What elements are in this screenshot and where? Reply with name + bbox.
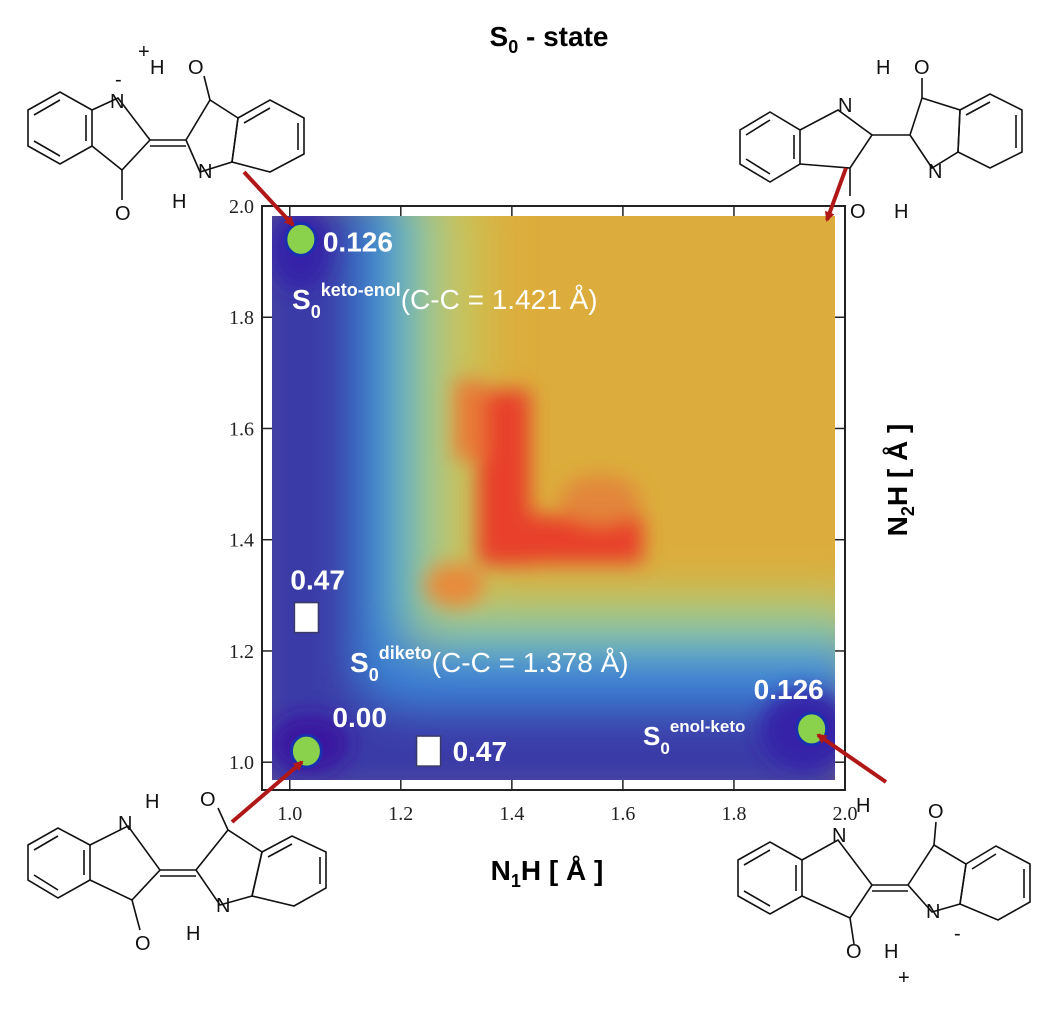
mol-br-atom-o2: O (846, 941, 862, 963)
x-tick-label: 1.8 (721, 803, 746, 825)
x-tick-label: 1.0 (277, 803, 302, 825)
heatmap (272, 216, 835, 780)
x-tick-label: 2.0 (833, 803, 858, 825)
molecule-labels: N - O H + N O H N O H N O H N H O N H O … (110, 41, 961, 989)
mol-tr-atom-o2: O (850, 201, 866, 223)
y-tick-label: 1.6 (229, 418, 254, 440)
mol-tl-atom-n1: N (110, 91, 124, 113)
x-axis-label: N1H [ Å ] (491, 855, 604, 891)
energy-label-ts-left: 0.47 (290, 565, 345, 596)
molecule-top-left (27, 75, 305, 200)
mol-tr-atom-h1: H (876, 57, 890, 79)
y-tick-label: 1.8 (229, 307, 254, 329)
energy-label-enol-keto: 0.126 (754, 674, 824, 705)
mol-bl-atom-n1: N (118, 813, 132, 835)
molecule-bottom-right (737, 821, 1031, 945)
molecule-bottom-left (27, 807, 327, 931)
mol-tl-atom-o2: O (115, 203, 131, 225)
mol-tr-atom-n1: N (838, 95, 852, 117)
mol-bl-atom-o2: O (200, 789, 216, 811)
y-tick-label: 1.4 (229, 530, 254, 552)
arrows (230, 167, 888, 824)
molecule-top-right (739, 78, 1023, 196)
mol-br-atom-h2: H (884, 941, 898, 963)
energy-label-keto-enol: 0.126 (323, 226, 393, 257)
chart-title: S0 - state (490, 21, 609, 57)
mol-tl-atom-n2: N (198, 161, 212, 183)
mol-tr-atom-n2: N (928, 161, 942, 183)
y-tick-label: 1.0 (229, 752, 254, 774)
arrow-bottom-left (230, 760, 304, 824)
y-axis-label: N2H [ Å ] (882, 424, 918, 537)
molecules (27, 75, 1031, 945)
mol-tl-atom-h1: H (150, 57, 164, 79)
minimum-marker-keto-enol (284, 221, 318, 257)
plot-frame (261, 205, 846, 791)
energy-label-diketo: 0.00 (332, 702, 387, 733)
state-label-keto-enol: S0keto-enol(C-C = 1.421 Å) (292, 280, 598, 322)
arrow-bottom-right (816, 733, 888, 784)
mol-br-atom-h1: H (856, 795, 870, 817)
mol-tl-atom-h2: H (172, 191, 186, 213)
mol-br-atom-o1: O (928, 801, 944, 823)
mol-bl-atom-o1: O (135, 933, 151, 955)
mol-bl-atom-h2: H (186, 923, 200, 945)
mol-bl-atom-h1: H (145, 791, 159, 813)
mol-br-atom-n1: N (832, 825, 846, 847)
mol-br-atom-n2: N (926, 901, 940, 923)
arrow-top-right (825, 167, 848, 222)
arrow-top-left (242, 170, 295, 227)
mol-tr-atom-o1: O (914, 57, 930, 79)
mol-bl-atom-n2: N (216, 895, 230, 917)
state-label-diketo: S0diketo(C-C = 1.378 Å) (350, 643, 629, 685)
minimum-marker-diketo (289, 733, 323, 769)
mol-tl-charge-plus: + (138, 41, 150, 63)
mol-br-charge-plus: + (898, 967, 910, 989)
mol-tl-charge-minus: - (115, 69, 122, 91)
saddle-marker-ts-left (293, 601, 320, 634)
axes: 1.0 1.2 1.4 1.6 1.8 2.0 1.0 1.2 1.4 1.6 1.8 2.0 (229, 196, 858, 825)
energy-label-ts-bottom: 0.47 (453, 736, 508, 767)
x-tick-label: 1.2 (388, 803, 413, 825)
y-tick-label: 1.2 (229, 641, 254, 663)
mol-br-charge-minus: - (954, 923, 961, 945)
saddle-marker-ts-bottom (415, 735, 442, 767)
mol-tl-atom-o1: O (188, 57, 204, 79)
state-label-enol-keto: S0enol-keto (643, 717, 745, 758)
mol-tr-atom-h2: H (894, 201, 908, 223)
x-tick-label: 1.4 (499, 803, 524, 825)
y-tick-label: 2.0 (229, 196, 254, 218)
x-tick-label: 1.6 (610, 803, 635, 825)
